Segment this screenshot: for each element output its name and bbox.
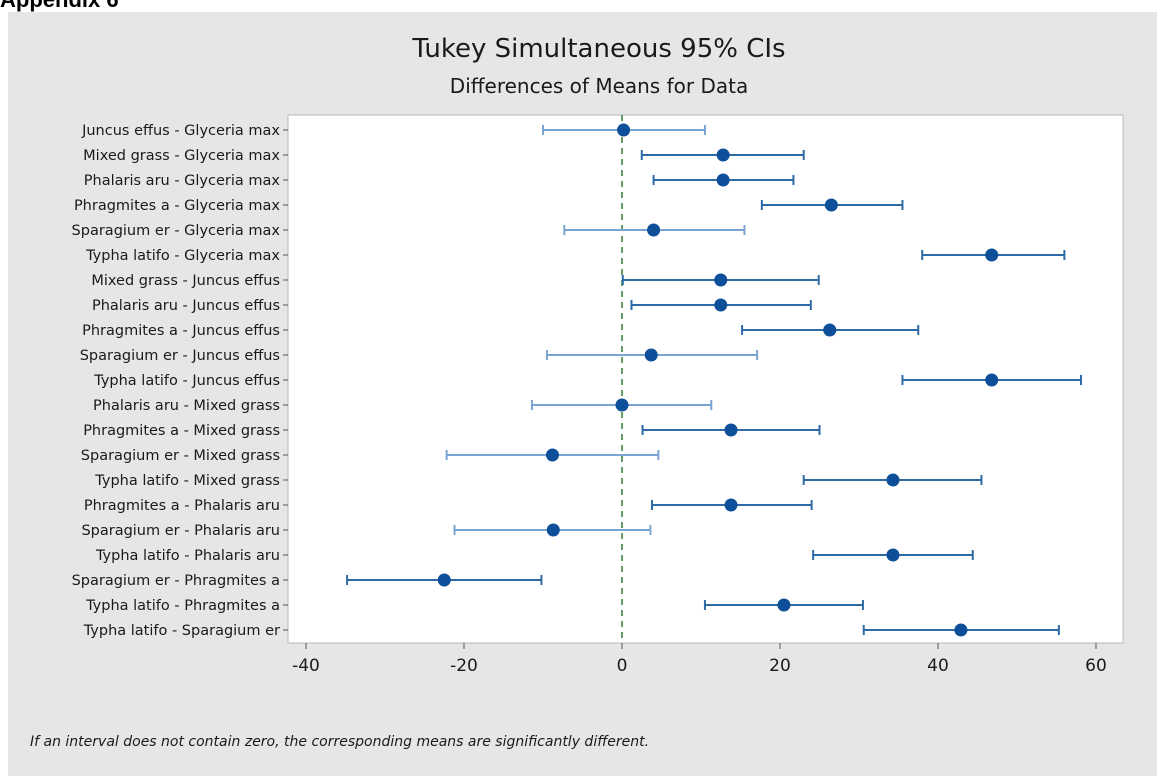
ci-estimate-point (777, 598, 791, 612)
ci-row (530, 398, 713, 412)
ci-estimate-point (647, 223, 661, 237)
y-tick-label: Phalaris aru - Glyceria max (84, 173, 281, 189)
ci-estimate-point (617, 123, 631, 137)
x-tick-label: -20 (450, 656, 478, 676)
y-tick-label: Phragmites a - Glyceria max (74, 198, 280, 214)
ci-estimate-point (716, 173, 730, 187)
ci-estimate-point (886, 473, 900, 487)
ci-estimate-point (823, 323, 837, 337)
ci-row (545, 348, 759, 362)
ci-row (741, 323, 920, 337)
ci-estimate-point (985, 373, 999, 387)
ci-estimate-point (546, 523, 560, 537)
ci-row (563, 223, 746, 237)
y-tick-label: Sparagium er - Glyceria max (72, 223, 281, 239)
ci-row (652, 173, 795, 187)
chart-subtitle: Differences of Means for Data (450, 74, 748, 98)
ci-row (651, 498, 813, 512)
y-tick-label: Sparagium er - Mixed grass (81, 448, 280, 464)
ci-estimate-point (724, 423, 738, 437)
y-tick-label: Phalaris aru - Juncus effus (92, 298, 280, 314)
y-tick-label: Sparagium er - Phragmites a (72, 573, 280, 589)
x-tick-label: -40 (292, 656, 320, 676)
ci-row (445, 448, 660, 462)
x-tick-label: 0 (617, 656, 628, 676)
y-tick-label: Phragmites a - Phalaris aru (84, 498, 280, 514)
ci-row (703, 598, 864, 612)
y-tick-label: Sparagium er - Juncus effus (80, 348, 280, 364)
y-tick-label: Phragmites a - Mixed grass (83, 423, 280, 439)
ci-row (641, 423, 821, 437)
y-tick-label: Typha latifo - Mixed grass (94, 473, 280, 489)
y-tick-label: Juncus effus - Glyceria max (81, 123, 280, 139)
ci-estimate-point (644, 348, 658, 362)
ci-estimate-point (437, 573, 451, 587)
page-header: Appendix 6 (0, 0, 119, 13)
y-tick-label: Typha latifo - Juncus effus (93, 373, 280, 389)
y-tick-label: Phragmites a - Juncus effus (82, 323, 280, 339)
ci-estimate-point (714, 273, 728, 287)
ci-row (921, 248, 1066, 262)
ci-estimate-point (824, 198, 838, 212)
ci-estimate-point (545, 448, 559, 462)
ci-estimate-point (724, 498, 738, 512)
ci-row (621, 273, 820, 287)
y-tick-label: Mixed grass - Glyceria max (83, 148, 280, 164)
ci-estimate-point (714, 298, 728, 312)
x-tick-label: 40 (927, 656, 949, 676)
chart-title: Tukey Simultaneous 95% CIs (411, 34, 785, 64)
ci-row (640, 148, 805, 162)
ci-estimate-point (716, 148, 730, 162)
ci-row (453, 523, 652, 537)
ci-estimate-point (615, 398, 629, 412)
y-tick-label: Typha latifo - Glyceria max (85, 248, 280, 264)
ci-row (862, 623, 1060, 637)
ci-row (630, 298, 812, 312)
ci-row (542, 123, 706, 137)
y-tick-label: Typha latifo - Phalaris aru (95, 548, 280, 564)
chart-footnote: If an interval does not contain zero, th… (30, 734, 650, 750)
x-tick-label: 60 (1085, 656, 1107, 676)
ci-estimate-point (985, 248, 999, 262)
y-tick-label: Phalaris aru - Mixed grass (93, 398, 280, 414)
y-tick-label: Mixed grass - Juncus effus (91, 273, 280, 289)
ci-row (760, 198, 904, 212)
ci-row (812, 548, 974, 562)
ci-estimate-point (954, 623, 968, 637)
ci-row (346, 573, 543, 587)
y-tick-label: Typha latifo - Phragmites a (85, 598, 280, 614)
ci-row (901, 373, 1082, 387)
ci-estimate-point (886, 548, 900, 562)
y-tick-label: Sparagium er - Phalaris aru (81, 523, 280, 539)
y-tick-label: Typha latifo - Sparagium er (83, 623, 280, 639)
ci-row (802, 473, 983, 487)
x-tick-label: 20 (769, 656, 791, 676)
